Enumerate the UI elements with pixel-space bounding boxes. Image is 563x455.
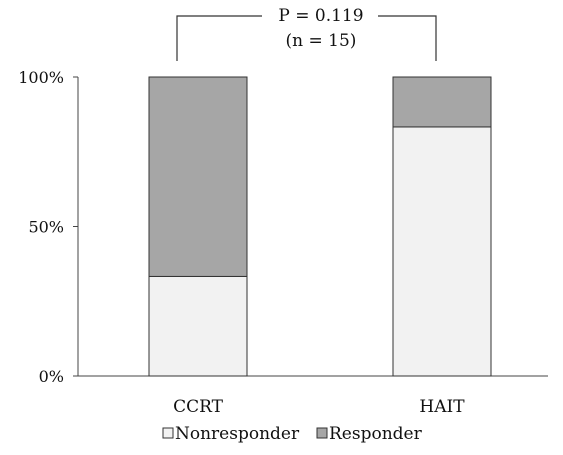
legend-label-nonresponder: Nonresponder xyxy=(175,424,300,444)
x-tick-label: HAIT xyxy=(419,397,465,417)
legend: Nonresponder Responder xyxy=(162,424,423,444)
significance-bracket-left xyxy=(176,15,262,61)
legend-swatch-nonresponder xyxy=(162,427,174,439)
bars-layer: CCRT HAIT xyxy=(148,76,492,417)
bar-responder-hait xyxy=(392,76,492,128)
annotation-layer: P = 0.119 (n = 15) xyxy=(176,6,437,61)
legend-label-responder: Responder xyxy=(329,424,423,444)
bar-nonresponder-hait xyxy=(392,126,492,377)
bar-nonresponder-ccrt xyxy=(148,275,248,377)
sample-size-label: (n = 15) xyxy=(286,31,357,51)
legend-swatch-responder xyxy=(316,427,328,439)
p-value-label: P = 0.119 xyxy=(278,6,363,26)
bar-responder-ccrt xyxy=(148,76,248,277)
x-tick-label: CCRT xyxy=(173,397,224,417)
y-tick-label: 50% xyxy=(28,218,64,237)
y-tick-label: 0% xyxy=(39,367,64,386)
significance-bracket-right xyxy=(378,15,437,61)
y-tick-label: 100% xyxy=(18,68,64,87)
